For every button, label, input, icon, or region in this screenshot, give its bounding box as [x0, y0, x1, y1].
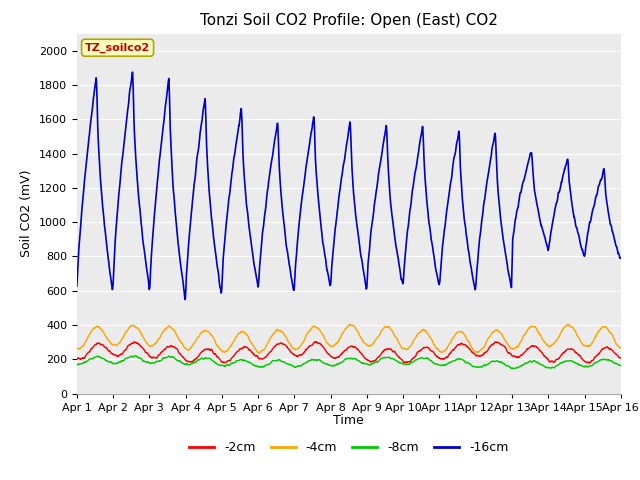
Title: Tonzi Soil CO2 Profile: Open (East) CO2: Tonzi Soil CO2 Profile: Open (East) CO2	[200, 13, 498, 28]
Text: TZ_soilco2: TZ_soilco2	[85, 43, 150, 53]
Y-axis label: Soil CO2 (mV): Soil CO2 (mV)	[20, 170, 33, 257]
X-axis label: Time: Time	[333, 414, 364, 427]
Legend: -2cm, -4cm, -8cm, -16cm: -2cm, -4cm, -8cm, -16cm	[184, 436, 513, 459]
